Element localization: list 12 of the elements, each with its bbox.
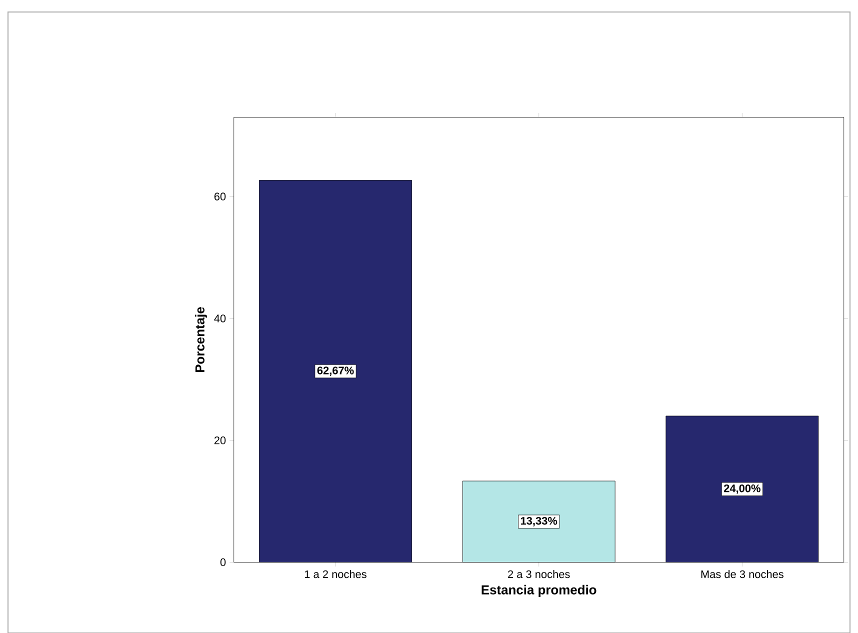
x-axis-title: Estancia promedio [482,584,596,598]
y-tick-label: 0 [220,558,226,566]
x-tick-label: 1 a 2 noches [304,570,366,578]
data-label: 24,00% [724,484,760,494]
x-tick-label: 2 a 3 noches [508,570,570,578]
y-tick-label: 60 [214,192,226,200]
y-axis-title: Porcentaje [194,307,208,372]
x-tick-label: Mas de 3 noches [701,570,784,578]
y-tick-label: 40 [214,314,226,322]
y-tick-label: 20 [214,436,226,444]
data-label: 62,67% [317,366,354,376]
data-label: 13,33% [520,516,558,526]
